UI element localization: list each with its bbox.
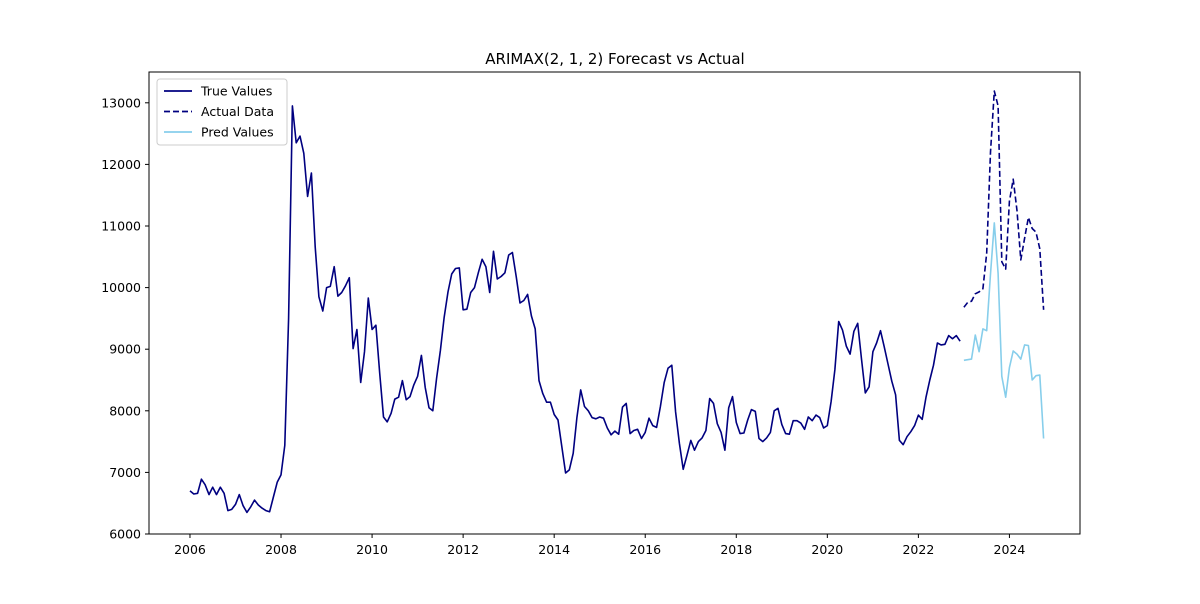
x-tick-label: 2024: [994, 542, 1026, 557]
x-tick-label: 2014: [538, 542, 570, 557]
y-tick-label: 7000: [109, 465, 141, 480]
y-tick-label: 8000: [109, 403, 141, 418]
y-tick-label: 12000: [101, 157, 141, 172]
plot-lines: [189, 90, 1045, 514]
series-line-actual-data: [963, 90, 1045, 310]
series-line-pred-values: [963, 222, 1045, 439]
x-tick-label: 2020: [811, 542, 843, 557]
x-tick-label: 2012: [447, 542, 479, 557]
legend-label: Actual Data: [201, 104, 274, 119]
y-axis: 6000 7000 8000 9000 10000 11000 12000 13000: [101, 95, 149, 542]
x-tick-label: 2008: [265, 542, 297, 557]
y-tick-label: 6000: [109, 527, 141, 542]
legend-label: Pred Values: [201, 125, 274, 140]
y-tick-label: 9000: [109, 342, 141, 357]
x-tick-label: 2006: [174, 542, 206, 557]
y-tick-label: 10000: [101, 280, 141, 295]
legend-box: [156, 78, 288, 146]
x-axis: 2006 2008 2010 2012 2014 2016 2018 2020 2022 2024: [174, 534, 1025, 557]
x-tick-label: 2018: [720, 542, 752, 557]
plot-frame: [148, 71, 1081, 535]
chart-title: ARIMAX(2, 1, 2) Forecast vs Actual: [485, 50, 744, 68]
y-tick-label: 13000: [101, 95, 141, 110]
legend: True Values Actual Data Pred Values: [156, 78, 288, 146]
x-tick-label: 2016: [629, 542, 661, 557]
legend-label: True Values: [200, 84, 272, 99]
series-line-true-values: [189, 105, 961, 514]
x-tick-label: 2022: [902, 542, 934, 557]
x-tick-label: 2010: [356, 542, 388, 557]
y-tick-label: 11000: [101, 219, 141, 234]
